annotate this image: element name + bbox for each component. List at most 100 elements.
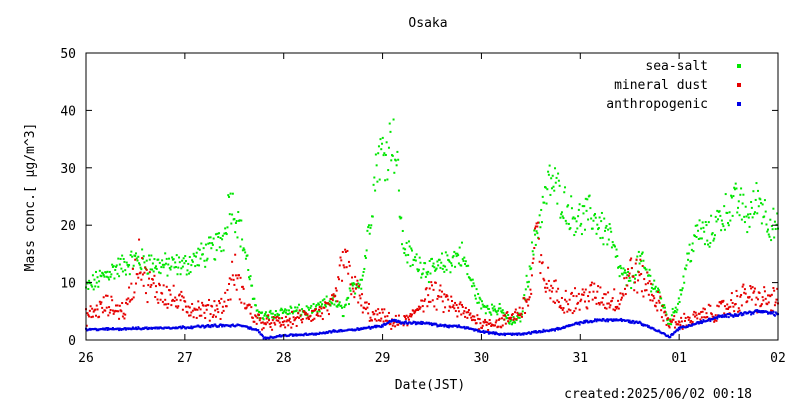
- data-point: [528, 296, 531, 299]
- data-point: [695, 322, 698, 325]
- data-point: [236, 277, 239, 280]
- data-point: [106, 270, 109, 273]
- data-point: [268, 336, 271, 339]
- data-point: [124, 328, 127, 331]
- data-point: [377, 319, 380, 322]
- data-point: [122, 257, 125, 260]
- data-point: [753, 212, 756, 215]
- data-point: [766, 230, 769, 233]
- data-point: [728, 211, 731, 214]
- data-point: [726, 303, 729, 306]
- data-point: [384, 315, 387, 318]
- data-point: [676, 308, 679, 311]
- data-point: [551, 287, 554, 290]
- data-point: [678, 328, 681, 331]
- data-point: [665, 323, 668, 326]
- data-point: [470, 279, 473, 282]
- data-point: [740, 311, 743, 314]
- data-point: [487, 332, 490, 335]
- data-point: [307, 306, 310, 309]
- data-point: [751, 216, 754, 219]
- data-point: [731, 301, 734, 304]
- data-point: [738, 214, 741, 217]
- data-point: [130, 250, 133, 253]
- data-point: [663, 304, 666, 307]
- data-point: [338, 330, 341, 333]
- data-point: [360, 304, 363, 307]
- data-point: [567, 308, 570, 311]
- data-point: [351, 276, 354, 279]
- data-point: [733, 314, 736, 317]
- data-point: [737, 310, 740, 313]
- data-point: [203, 311, 206, 314]
- data-point: [271, 319, 274, 322]
- data-point: [528, 265, 531, 268]
- data-point: [234, 221, 237, 224]
- data-point: [654, 305, 657, 308]
- data-point: [597, 285, 600, 288]
- data-point: [667, 325, 670, 328]
- data-point: [484, 321, 487, 324]
- data-point: [687, 316, 690, 319]
- data-point: [710, 313, 713, 316]
- data-point: [611, 297, 614, 300]
- data-point: [251, 316, 254, 319]
- data-point: [627, 271, 630, 274]
- data-point: [277, 317, 280, 320]
- data-point: [267, 319, 270, 322]
- data-point: [564, 298, 567, 301]
- data-point: [721, 314, 724, 317]
- data-point: [272, 316, 275, 319]
- data-point: [756, 212, 759, 215]
- data-point: [316, 310, 319, 313]
- data-point: [485, 324, 488, 327]
- data-point: [172, 284, 175, 287]
- data-point: [341, 279, 344, 282]
- data-point: [211, 315, 214, 318]
- data-point: [546, 286, 549, 289]
- data-point: [383, 308, 386, 311]
- data-point: [606, 318, 609, 321]
- data-point: [742, 193, 745, 196]
- data-point: [432, 288, 435, 291]
- data-point: [450, 299, 453, 302]
- data-point: [87, 287, 90, 290]
- data-point: [287, 313, 290, 316]
- data-point: [690, 324, 693, 327]
- data-point: [222, 309, 225, 312]
- data-point: [540, 208, 543, 211]
- data-point: [568, 228, 571, 231]
- data-point: [671, 307, 674, 310]
- data-point: [698, 219, 701, 222]
- data-point: [479, 322, 482, 325]
- data-point: [305, 305, 308, 308]
- data-point: [286, 319, 289, 322]
- data-point: [752, 190, 755, 193]
- data-point: [94, 308, 97, 311]
- data-point: [152, 270, 155, 273]
- data-point: [254, 314, 257, 317]
- data-point: [421, 321, 424, 324]
- data-point: [720, 219, 723, 222]
- data-point: [677, 323, 680, 326]
- data-point: [767, 301, 770, 304]
- data-point: [371, 311, 374, 314]
- data-point: [317, 303, 320, 306]
- data-point: [616, 255, 619, 258]
- data-point: [570, 195, 573, 198]
- data-point: [481, 303, 484, 306]
- data-point: [357, 301, 360, 304]
- data-point: [440, 261, 443, 264]
- data-point: [633, 289, 636, 292]
- data-point: [375, 319, 378, 322]
- data-point: [554, 329, 557, 332]
- data-point: [649, 274, 652, 277]
- data-point: [384, 179, 387, 182]
- data-point: [261, 335, 264, 338]
- data-point: [192, 316, 195, 319]
- data-point: [490, 303, 493, 306]
- data-point: [124, 327, 127, 330]
- data-point: [750, 298, 753, 301]
- data-point: [597, 227, 600, 230]
- data-point: [618, 275, 621, 278]
